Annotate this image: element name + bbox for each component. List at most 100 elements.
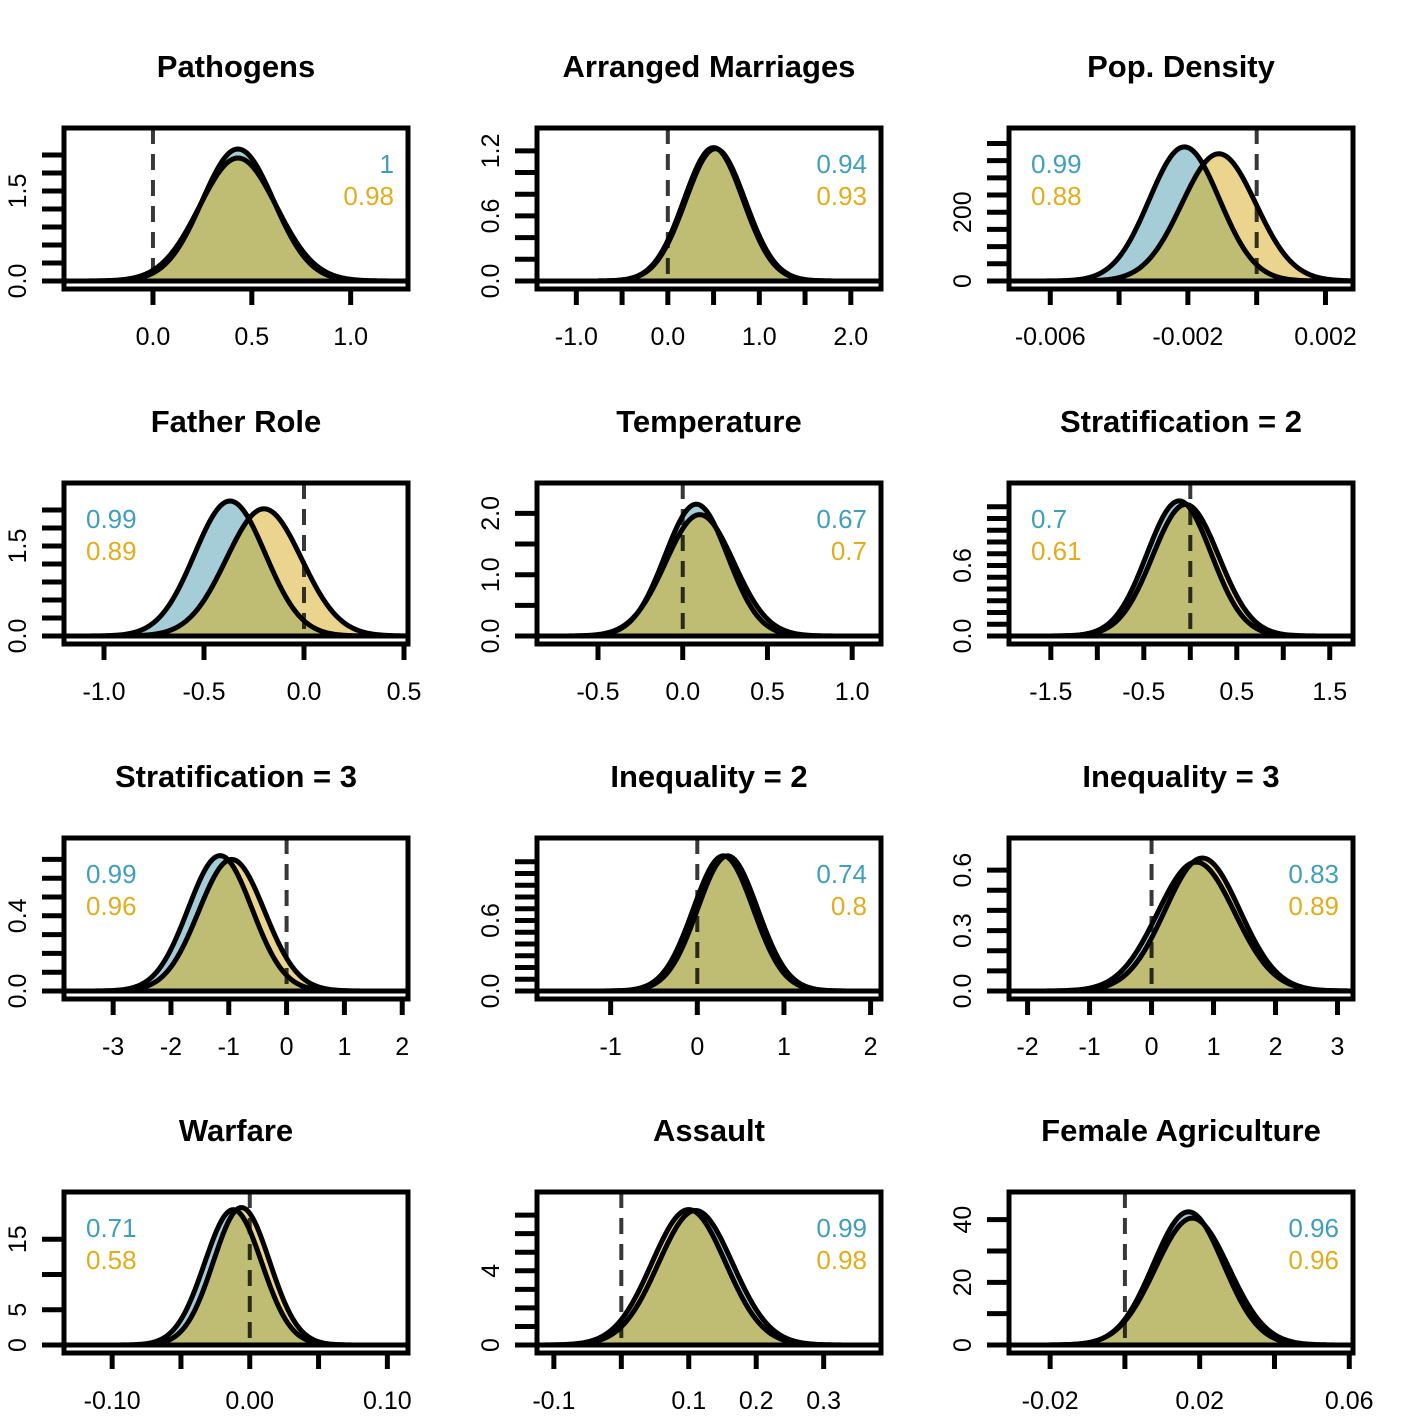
y-tick-label: 0.6: [949, 853, 977, 888]
x-tick-label: -0.5: [576, 678, 619, 706]
y-tick-label: 0.0: [477, 974, 505, 1009]
y-tick-label: 1.0: [477, 557, 505, 592]
density-fill-overlap: [537, 148, 881, 281]
density-fill-overlap: [64, 518, 408, 636]
panel-inequality-3: Inequality = 3 -2 -1 0 1 2 3 0.0 0.3 0.6 0.830.89: [949, 759, 1356, 1061]
x-tick-label: 1.5: [1312, 678, 1347, 706]
y-tick-label: 0: [949, 1338, 977, 1352]
panel-title: Temperature: [616, 404, 802, 439]
x-tick-label: 0.10: [363, 1387, 412, 1415]
y-tick-label: 0: [477, 1338, 505, 1352]
density-fill-overlap: [1009, 504, 1353, 636]
x-tick-label: 3: [1331, 1033, 1345, 1061]
x-tick-label: 0.5: [234, 323, 269, 351]
probability-label-gold: 0.89: [1288, 891, 1339, 921]
x-tick-label: 0.00: [225, 1387, 274, 1415]
probability-label-blue: 0.99: [86, 859, 137, 889]
y-tick-label: 0.4: [4, 898, 32, 933]
density-fill-overlap: [537, 1210, 881, 1345]
x-tick-label: 2: [864, 1033, 878, 1061]
x-tick-label: 1: [777, 1033, 791, 1061]
probability-label-gold: 0.93: [816, 181, 867, 211]
panel-stratification-3: Stratification = 3 -3 -2 -1 0 1 2 0.0 0.4 0.990.9…: [4, 759, 411, 1061]
probability-label-blue: 0.99: [816, 1213, 867, 1243]
probability-label-gold: 0.58: [86, 1245, 137, 1275]
probability-label-gold: 0.61: [1031, 536, 1082, 566]
panel-stratification-2: Stratification = 2 -1.5 -0.5 0.5 1.5 0.0 0.6 0.…: [949, 404, 1356, 706]
x-tick-label: -3: [102, 1033, 124, 1061]
panel-title: Assault: [653, 1113, 765, 1148]
plot-frame: [534, 480, 884, 647]
probability-label-gold: 0.89: [86, 536, 137, 566]
y-tick-label: 0.0: [4, 619, 32, 654]
probability-label-gold: 0.98: [816, 1245, 867, 1275]
panel-female-agriculture: Female Agriculture -0.02 0.02 0.06 0 20 40 0.96…: [949, 1113, 1374, 1415]
y-tick-label: 0: [949, 274, 977, 288]
x-tick-label: 0.06: [1325, 1387, 1374, 1415]
y-tick-label: 0.6: [477, 903, 505, 938]
probability-label-gold: 0.98: [343, 181, 394, 211]
probability-label-gold: 0.8: [831, 891, 867, 921]
x-tick-label: -1.5: [1029, 678, 1072, 706]
probability-label-gold: 0.96: [1288, 1245, 1339, 1275]
y-tick-label: 0.0: [4, 974, 32, 1009]
panel-pathogens: Pathogens 0.0 0.5 1.0 0.0 1.5 10.98: [4, 49, 411, 351]
plot-frame: [534, 125, 884, 292]
x-tick-label: 0.5: [1219, 678, 1254, 706]
plot-frame: [61, 835, 411, 1002]
panel-title: Female Agriculture: [1041, 1113, 1321, 1148]
x-tick-label: 0.5: [387, 678, 422, 706]
density-fill-overlap: [64, 1210, 408, 1345]
y-tick-label: 5: [4, 1303, 32, 1317]
x-tick-label: 1.0: [742, 323, 777, 351]
x-tick-label: -1: [218, 1033, 240, 1061]
x-tick-label: 0.5: [750, 678, 785, 706]
panel-title: Warfare: [179, 1113, 293, 1148]
x-tick-label: 1.0: [835, 678, 870, 706]
panel-title: Father Role: [151, 404, 322, 439]
density-fill-overlap: [64, 158, 408, 281]
x-tick-label: 0.2: [739, 1387, 774, 1415]
x-tick-label: -0.006: [1015, 323, 1086, 351]
x-tick-label: 2.0: [833, 323, 868, 351]
probability-label-blue: 0.99: [86, 504, 137, 534]
y-tick-label: 1.2: [477, 133, 505, 168]
density-fill-overlap: [1009, 862, 1353, 991]
probability-label-blue: 0.67: [816, 504, 867, 534]
probability-label-blue: 0.74: [816, 859, 867, 889]
y-tick-label: 2.0: [477, 496, 505, 531]
x-tick-label: 2: [1269, 1033, 1283, 1061]
y-tick-label: 1.5: [4, 529, 32, 564]
x-tick-label: 0.3: [806, 1387, 841, 1415]
x-tick-label: 0: [280, 1033, 294, 1061]
probability-label-blue: 0.99: [1031, 149, 1082, 179]
y-tick-label: 1.5: [4, 174, 32, 209]
probability-label-gold: 0.88: [1031, 181, 1082, 211]
panel-title: Stratification = 3: [115, 759, 357, 794]
x-tick-label: -0.5: [1122, 678, 1165, 706]
y-tick-label: 20: [949, 1268, 977, 1296]
x-tick-label: -2: [160, 1033, 182, 1061]
x-tick-label: -0.002: [1152, 323, 1223, 351]
density-fill-overlap: [537, 514, 881, 636]
y-tick-label: 0.0: [4, 264, 32, 299]
x-tick-label: 0.0: [665, 678, 700, 706]
y-tick-label: 0.3: [949, 913, 977, 948]
panel-title: Inequality = 3: [1082, 759, 1279, 794]
panel-pop-density: Pop. Density -0.006 -0.002 0.002 0 200 0.990.8…: [949, 49, 1357, 351]
x-tick-label: 0.0: [650, 323, 685, 351]
density-fill-overlap: [1009, 165, 1353, 281]
y-tick-label: 0.6: [477, 199, 505, 234]
x-tick-label: 0: [1145, 1033, 1159, 1061]
probability-label-blue: 1: [380, 149, 394, 179]
x-tick-label: -0.02: [1022, 1387, 1079, 1415]
y-tick-label: 40: [949, 1206, 977, 1234]
panel-title: Pop. Density: [1087, 49, 1276, 84]
x-tick-label: -1: [1078, 1033, 1100, 1061]
y-tick-label: 15: [4, 1225, 32, 1253]
x-tick-label: 2: [395, 1033, 409, 1061]
y-tick-label: 0.0: [477, 264, 505, 299]
density-fill-overlap: [537, 856, 881, 991]
x-tick-label: -0.5: [182, 678, 225, 706]
